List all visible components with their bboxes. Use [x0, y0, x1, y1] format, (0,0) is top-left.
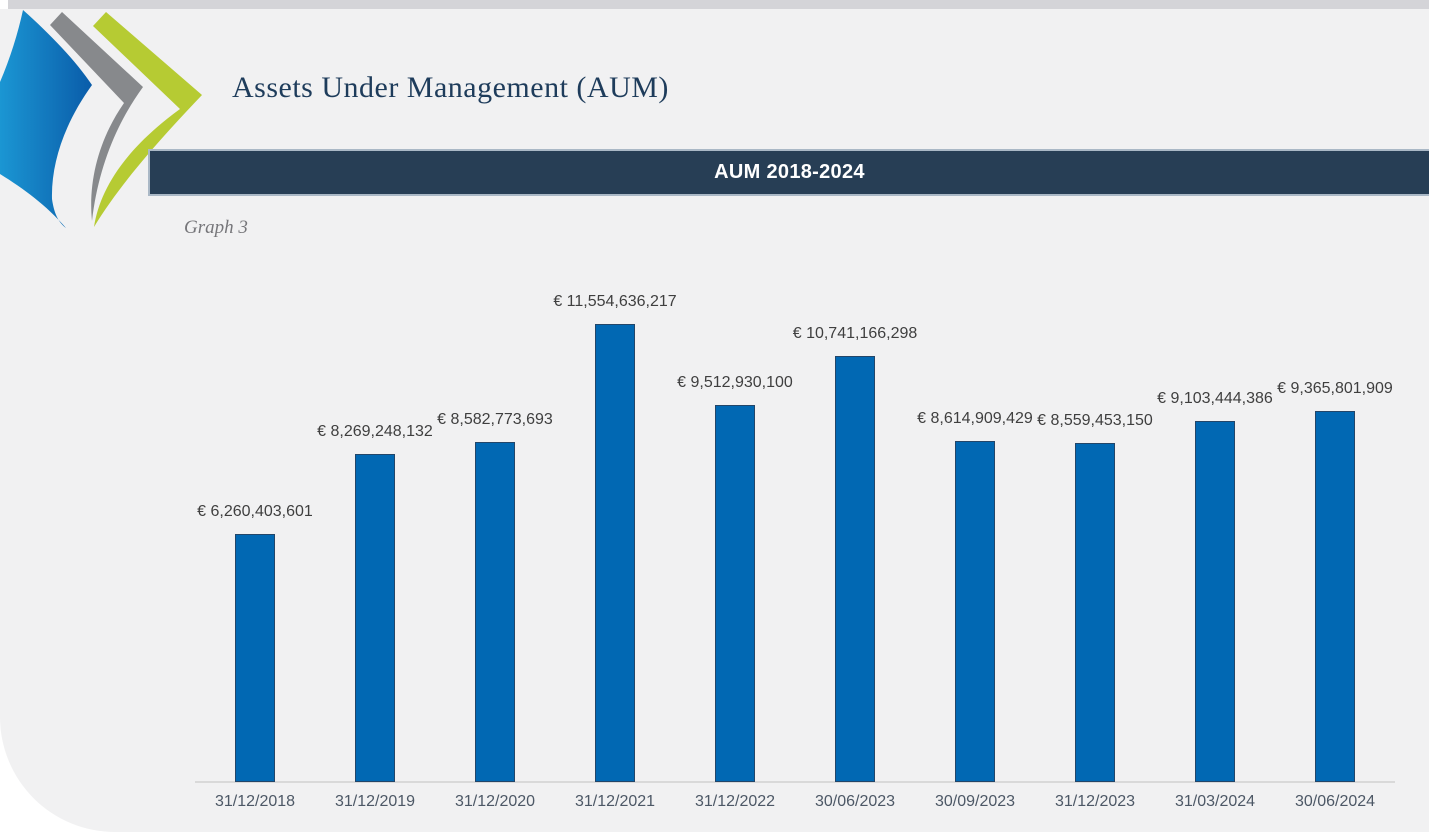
logo-green-chevron — [93, 12, 202, 227]
bar-slot: € 8,614,909,429 30/09/2023 — [915, 290, 1035, 811]
bar — [355, 454, 395, 782]
aum-bar-chart: € 6,260,403,601 31/12/2018 € 8,269,248,132… — [195, 290, 1395, 811]
company-logo — [0, 10, 202, 228]
bar-slot: € 8,582,773,693 31/12/2020 — [435, 290, 555, 810]
logo-grey-chevron — [50, 12, 143, 221]
window-top-strip — [8, 0, 1429, 9]
category-label: 31/03/2024 — [1174, 793, 1256, 810]
data-label: € 11,554,636,217 — [553, 293, 677, 310]
data-label: € 6,260,403,601 — [197, 502, 313, 520]
bar-slot: € 9,365,801,909 30/06/2024 — [1275, 290, 1395, 810]
category-label: 31/12/2021 — [574, 793, 656, 810]
page-title: Assets Under Management (AUM) — [232, 71, 669, 104]
data-label: € 9,365,801,909 — [1277, 379, 1393, 397]
data-label: € 8,559,453,150 — [1037, 411, 1153, 429]
logo-blue-swoosh — [0, 10, 92, 228]
data-label: € 9,512,930,100 — [677, 373, 793, 391]
report-page: Assets Under Management (AUM) AUM 2018-2… — [0, 9, 1429, 832]
graph-caption: Graph 3 — [184, 217, 248, 238]
data-label: € 8,269,248,132 — [317, 423, 433, 441]
bar-slot: € 11,554,636,217 31/12/2021 — [553, 290, 676, 810]
data-label: € 8,614,909,429 — [917, 409, 1033, 427]
bar-slot: € 6,260,403,601 31/12/2018 — [195, 290, 315, 810]
bar — [1075, 442, 1115, 782]
category-label: 31/12/2023 — [1054, 793, 1136, 810]
category-label: 31/12/2018 — [214, 793, 296, 810]
bar-slot: € 8,269,248,132 31/12/2019 — [315, 290, 435, 810]
category-label: 30/06/2023 — [814, 793, 896, 810]
category-label: 31/12/2019 — [334, 793, 416, 810]
bar — [835, 356, 875, 782]
data-label: € 8,582,773,693 — [437, 410, 553, 428]
bar-slot: € 9,512,930,100 31/12/2022 — [675, 290, 795, 810]
category-label: 30/06/2024 — [1294, 793, 1376, 810]
category-label: 30/09/2023 — [934, 793, 1016, 810]
section-banner: AUM 2018-2024 — [148, 149, 1429, 196]
bar-slot: € 10,741,166,298 30/06/2023 — [793, 290, 918, 810]
bar — [475, 441, 515, 782]
category-label: 31/12/2022 — [694, 793, 776, 810]
bar — [1195, 421, 1235, 782]
section-banner-title: AUM 2018-2024 — [714, 161, 865, 183]
category-label: 31/12/2020 — [454, 793, 536, 810]
bar — [1315, 410, 1355, 782]
bar — [955, 440, 995, 782]
bar-slot: € 8,559,453,150 31/12/2023 — [1035, 290, 1155, 810]
data-label: € 9,103,444,386 — [1157, 390, 1273, 408]
bar — [235, 533, 275, 782]
bar — [715, 404, 755, 782]
bar-slot: € 9,103,444,386 31/03/2024 — [1155, 290, 1275, 810]
data-label: € 10,741,166,298 — [792, 325, 918, 343]
bar — [595, 324, 635, 782]
